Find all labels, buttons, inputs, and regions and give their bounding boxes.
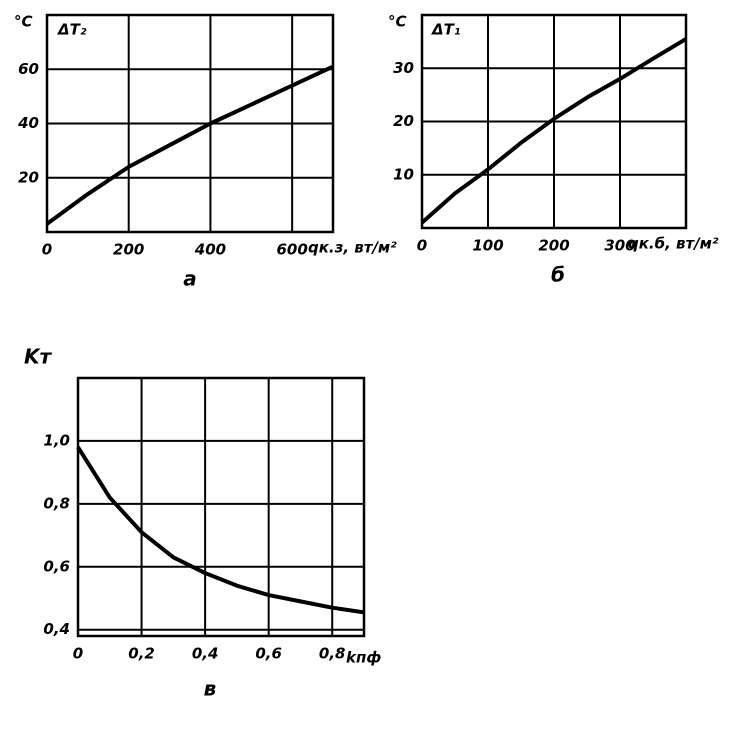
x-tick-label: 0 (42, 241, 52, 259)
y-tick-label: 0,4 (43, 620, 70, 638)
x-tick-label: 0 (417, 237, 427, 255)
caption: б (551, 263, 565, 287)
x-axis-label: qк.з, вт/м² (308, 239, 397, 257)
caption: а (183, 267, 197, 291)
x-tick-label: 600 (276, 241, 307, 259)
x-tick-label: 0,2 (128, 645, 155, 663)
x-tick-label: 0,6 (255, 645, 282, 663)
y-tick-label: 60 (18, 60, 39, 78)
caption: в (204, 677, 217, 701)
y-tick-label: 0,8 (43, 494, 70, 512)
x-tick-label: 300 (604, 237, 635, 255)
x-tick-label: 0,4 (192, 645, 219, 663)
x-tick-label: 0 (73, 645, 83, 663)
y-tick-label: 1,0 (43, 431, 70, 449)
x-axis-label: kпф (346, 649, 381, 667)
x-tick-label: 200 (113, 241, 144, 259)
y-axis-label: ΔT₂ (57, 21, 87, 39)
x-tick-label: 400 (194, 241, 226, 259)
y-tick-label: 0,6 (43, 557, 70, 575)
x-axis-label: qк.б, вт/м² (628, 235, 719, 253)
curve (420, 37, 688, 225)
y-tick-label: 30 (393, 59, 414, 77)
y-tick-label: 10 (393, 165, 414, 183)
curve (45, 64, 334, 226)
x-tick-label: 200 (538, 237, 569, 255)
y-tick-label: 20 (393, 112, 414, 130)
curve (76, 446, 365, 615)
x-tick-label: 100 (472, 237, 503, 255)
y-tick-label: 20 (18, 168, 39, 186)
y-tick-label: 40 (17, 114, 39, 132)
y-axis-label: ΔT₁ (431, 21, 460, 39)
y-unit: °C (14, 13, 33, 31)
x-tick-label: 0,8 (319, 645, 346, 663)
y-axis-label: Kт (24, 345, 52, 369)
y-unit: °C (388, 13, 407, 31)
